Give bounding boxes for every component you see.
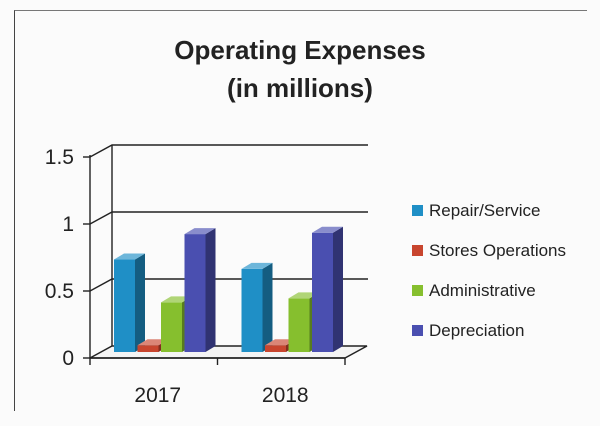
- gridline: [89, 278, 368, 292]
- chart-title-line2: (in millions): [227, 73, 373, 103]
- gridline: [89, 211, 368, 225]
- y-tick-label: 1: [62, 213, 74, 236]
- legend-swatch-depreciation: [412, 325, 423, 336]
- legend-label: Repair/Service: [429, 201, 541, 220]
- bar-repair-service-2018: [241, 262, 273, 352]
- y-tick-label: 0: [62, 347, 74, 370]
- legend-label: Depreciation: [429, 321, 524, 340]
- legend-swatch-stores-operations: [412, 245, 423, 256]
- chart-border: [14, 10, 587, 411]
- bar-depreciation-2018: [312, 226, 343, 352]
- x-category-label: 2018: [262, 384, 309, 407]
- bar-depreciation-2017: [184, 228, 216, 352]
- chart-title-line1: Operating Expenses: [174, 35, 426, 65]
- y-tick-label: 1.5: [45, 146, 74, 169]
- gridline: [89, 144, 368, 158]
- bar-repair-service-2017: [114, 253, 145, 352]
- legend-swatch-administrative: [412, 285, 423, 296]
- legend-swatch-repair-service: [412, 205, 423, 216]
- legend-label: Stores Operations: [429, 241, 566, 260]
- x-category-label: 2017: [134, 384, 181, 407]
- legend-label: Administrative: [429, 281, 536, 300]
- y-tick-label: 0.5: [45, 280, 74, 303]
